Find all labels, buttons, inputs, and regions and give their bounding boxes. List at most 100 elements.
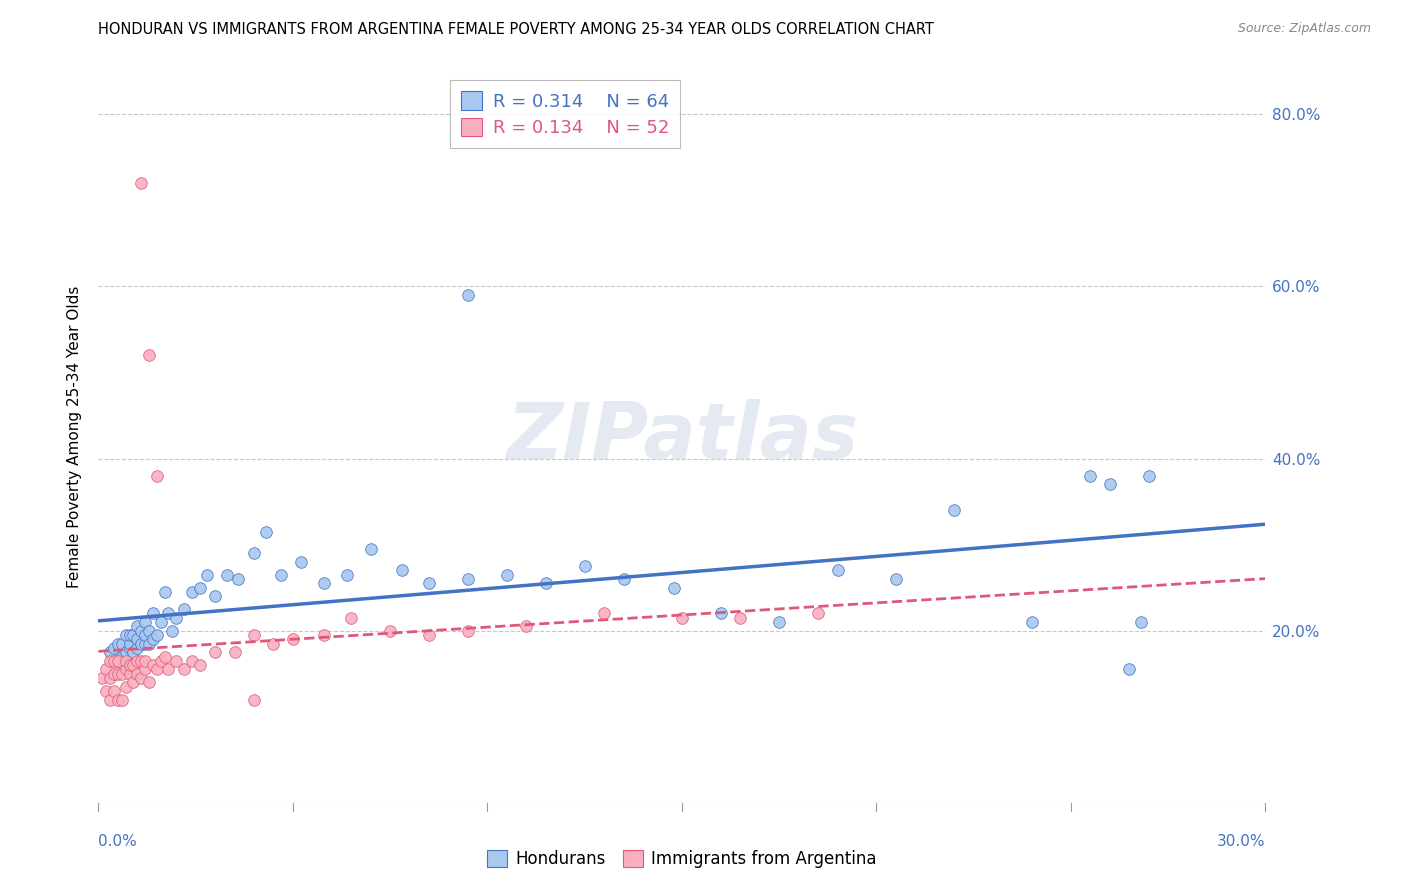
Point	[118, 666, 141, 681]
Point	[107, 654, 129, 668]
Point	[340, 611, 363, 625]
Point	[243, 628, 266, 642]
Point	[188, 581, 211, 595]
Point	[1098, 477, 1121, 491]
Point	[336, 567, 359, 582]
Point	[281, 632, 304, 647]
Text: HONDURAN VS IMMIGRANTS FROM ARGENTINA FEMALE POVERTY AMONG 25-34 YEAR OLDS CORRE: HONDURAN VS IMMIGRANTS FROM ARGENTINA FE…	[98, 22, 935, 37]
Point	[114, 662, 136, 676]
Point	[138, 624, 160, 638]
Point	[129, 637, 152, 651]
Point	[380, 624, 402, 638]
Point	[671, 611, 693, 625]
Point	[180, 654, 202, 668]
Point	[138, 675, 160, 690]
Point	[114, 680, 136, 694]
Point	[162, 624, 184, 638]
Point	[127, 619, 149, 633]
Point	[103, 654, 125, 668]
Point	[515, 619, 537, 633]
Point	[1129, 615, 1152, 629]
Point	[1137, 468, 1160, 483]
Point	[134, 662, 156, 676]
Point	[165, 654, 187, 668]
Point	[173, 662, 195, 676]
Point	[457, 288, 479, 302]
Point	[98, 645, 121, 659]
Point	[149, 654, 172, 668]
Point	[710, 607, 733, 621]
Point	[418, 576, 440, 591]
Point	[134, 615, 156, 629]
Point	[827, 564, 849, 578]
Point	[127, 640, 149, 655]
Point	[138, 637, 160, 651]
Point	[142, 658, 165, 673]
Point	[96, 662, 118, 676]
Y-axis label: Female Poverty Among 25-34 Year Olds: Female Poverty Among 25-34 Year Olds	[67, 286, 83, 588]
Point	[574, 559, 596, 574]
Point	[134, 628, 156, 642]
Point	[157, 662, 180, 676]
Point	[107, 666, 129, 681]
Point	[360, 541, 382, 556]
Point	[730, 611, 752, 625]
Point	[127, 654, 149, 668]
Point	[114, 628, 136, 642]
Point	[418, 628, 440, 642]
Point	[262, 637, 284, 651]
Point	[173, 602, 195, 616]
Point	[98, 671, 121, 685]
Point	[134, 637, 156, 651]
Point	[122, 628, 145, 642]
Point	[165, 611, 187, 625]
Legend: Hondurans, Immigrants from Argentina: Hondurans, Immigrants from Argentina	[481, 844, 883, 875]
Point	[312, 628, 335, 642]
Point	[146, 628, 169, 642]
Point	[146, 468, 169, 483]
Point	[180, 585, 202, 599]
Text: 0.0%: 0.0%	[98, 834, 138, 849]
Point	[103, 684, 125, 698]
Point	[96, 684, 118, 698]
Point	[457, 572, 479, 586]
Point	[111, 692, 134, 706]
Point	[215, 567, 238, 582]
Point	[98, 692, 121, 706]
Text: ZIPatlas: ZIPatlas	[506, 399, 858, 475]
Point	[91, 671, 114, 685]
Point	[228, 572, 250, 586]
Point	[134, 654, 156, 668]
Point	[98, 654, 121, 668]
Point	[107, 637, 129, 651]
Point	[496, 567, 519, 582]
Point	[122, 645, 145, 659]
Point	[290, 555, 312, 569]
Point	[1021, 615, 1043, 629]
Point	[118, 640, 141, 655]
Text: 30.0%: 30.0%	[1218, 834, 1265, 849]
Point	[142, 632, 165, 647]
Point	[1118, 662, 1140, 676]
Point	[807, 607, 830, 621]
Text: Source: ZipAtlas.com: Source: ZipAtlas.com	[1237, 22, 1371, 36]
Point	[254, 524, 277, 539]
Point	[129, 176, 152, 190]
Point	[312, 576, 335, 591]
Point	[103, 666, 125, 681]
Point	[142, 607, 165, 621]
Point	[107, 654, 129, 668]
Point	[662, 581, 685, 595]
Point	[157, 607, 180, 621]
Point	[138, 348, 160, 362]
Point	[204, 645, 226, 659]
Point	[129, 671, 152, 685]
Point	[195, 567, 218, 582]
Point	[118, 628, 141, 642]
Point	[122, 675, 145, 690]
Point	[129, 624, 152, 638]
Point	[111, 637, 134, 651]
Point	[129, 654, 152, 668]
Point	[943, 503, 966, 517]
Point	[613, 572, 636, 586]
